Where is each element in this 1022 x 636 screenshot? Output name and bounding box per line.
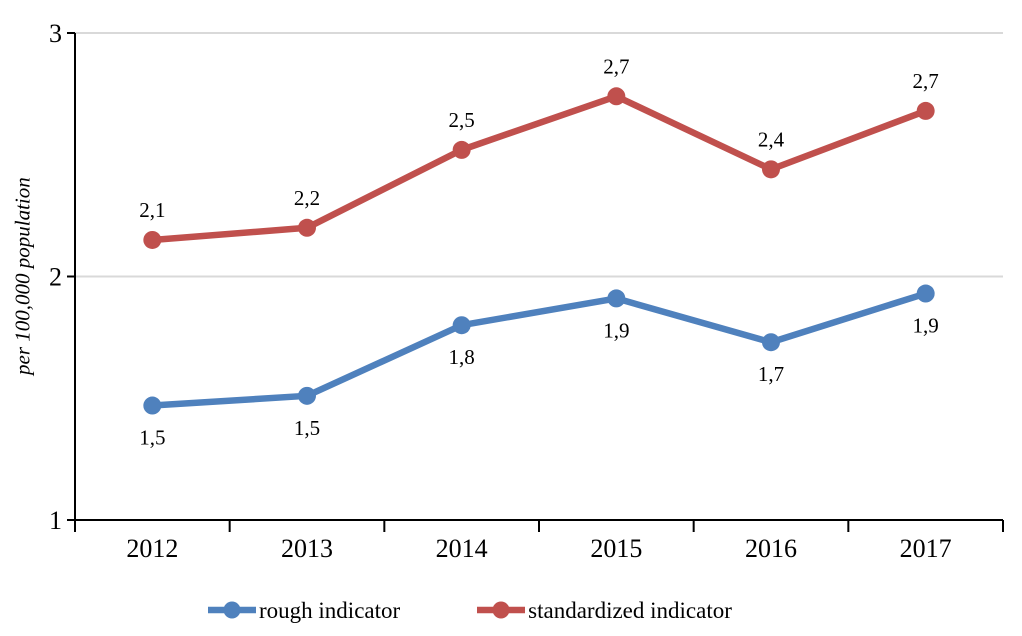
legend-swatch-rough-indicator-icon [208,601,256,619]
data-point-rough-indicator [607,289,626,308]
data-label-rough-indicator: 1,9 [603,318,629,342]
x-tick-label: 2015 [590,534,642,563]
legend: rough indicator standardized indicator [208,595,732,625]
data-point-standardized-indicator [298,218,316,237]
series-line-rough-indicator [149,290,929,409]
data-point-standardized-indicator [452,140,471,159]
y-tick-label: 2 [49,263,62,292]
x-tick-label: 2014 [436,534,488,563]
data-label-standardized-indicator: 2,7 [913,69,939,93]
x-tick-label: 2017 [900,534,952,563]
data-label-rough-indicator: 1,7 [758,362,784,386]
legend-label-standardized-indicator: standardized indicator [528,597,732,623]
data-point-rough-indicator [298,386,316,405]
data-label-standardized-indicator: 2,7 [603,54,629,78]
data-label-rough-indicator: 1,5 [139,426,165,450]
data-point-standardized-indicator [607,87,626,106]
data-label-rough-indicator: 1,8 [449,345,475,369]
data-label-rough-indicator: 1,9 [913,314,939,338]
data-point-rough-indicator [916,284,935,303]
legend-label-rough-indicator: rough indicator [259,597,401,623]
data-point-rough-indicator [452,316,471,335]
legend-swatch-standardized-indicator-icon [477,601,526,619]
data-label-standardized-indicator: 2,5 [449,108,475,132]
data-point-standardized-indicator [762,160,780,179]
data-point-standardized-indicator [143,230,162,249]
data-label-rough-indicator: 1,5 [294,416,320,440]
data-point-rough-indicator [143,396,162,415]
data-label-standardized-indicator: 2,1 [139,198,165,222]
data-label-standardized-indicator: 2,4 [758,127,785,151]
data-point-standardized-indicator [916,101,935,120]
series-line-standardized-indicator [149,93,929,244]
x-tick-label: 2012 [126,534,178,563]
y-tick-label: 3 [49,19,62,48]
x-tick-label: 2016 [745,534,797,563]
x-tick-label: 2013 [281,534,333,563]
data-label-standardized-indicator: 2,2 [294,186,320,210]
legend-item-rough-indicator: rough indicator [208,599,400,622]
y-tick-label: 1 [49,506,62,535]
data-point-rough-indicator [762,333,780,352]
legend-item-standardized-indicator: standardized indicator [477,599,732,622]
y-axis-title: per 100,000 population [10,177,35,376]
